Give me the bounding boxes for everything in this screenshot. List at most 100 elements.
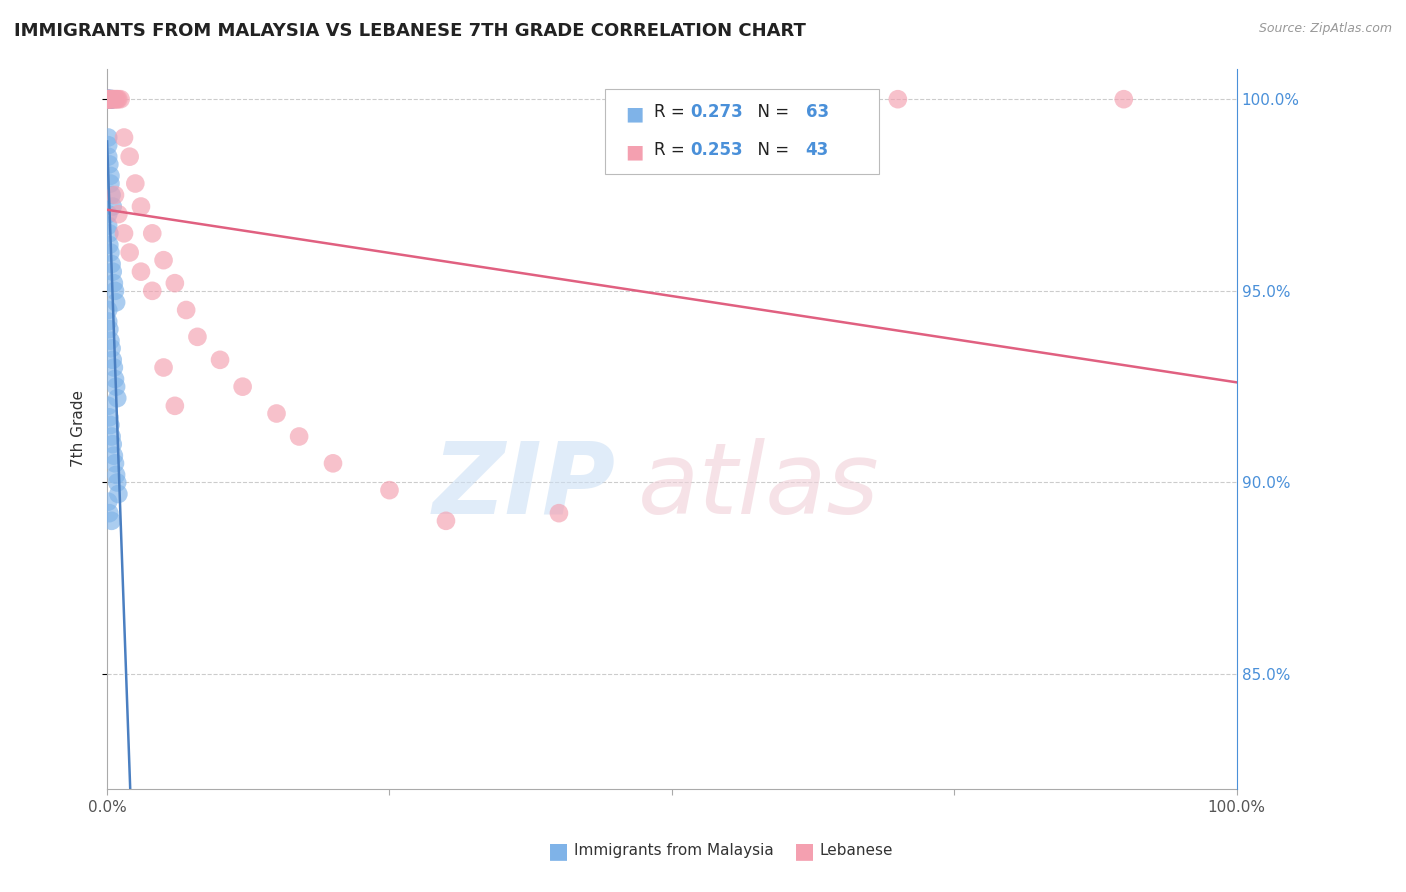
Point: [105, 92, 128, 106]
Point: [124, 177, 146, 191]
Point: [97, 138, 120, 153]
Text: N =: N =: [747, 103, 794, 120]
Point: [322, 456, 344, 470]
Point: [104, 456, 127, 470]
Point: [97, 92, 120, 106]
Text: ZIP: ZIP: [433, 438, 616, 535]
Point: [101, 92, 124, 106]
Text: 43: 43: [806, 141, 830, 159]
Point: [100, 92, 122, 106]
Point: [100, 257, 122, 271]
Point: [174, 303, 197, 318]
Text: ■: ■: [626, 143, 644, 161]
Point: [186, 330, 208, 344]
Point: [103, 449, 125, 463]
Point: [100, 92, 122, 106]
Point: [98, 410, 121, 425]
Point: [232, 379, 254, 393]
Point: [97, 92, 120, 106]
Point: [104, 284, 127, 298]
Y-axis label: 7th Grade: 7th Grade: [72, 391, 86, 467]
Point: [548, 506, 571, 520]
Text: IMMIGRANTS FROM MALAYSIA VS LEBANESE 7TH GRADE CORRELATION CHART: IMMIGRANTS FROM MALAYSIA VS LEBANESE 7TH…: [14, 22, 806, 40]
Point: [100, 92, 122, 106]
Point: [110, 92, 132, 106]
Point: [118, 245, 141, 260]
Point: [100, 334, 122, 348]
Point: [97, 399, 120, 413]
Point: [98, 92, 121, 106]
Text: 0.253: 0.253: [690, 141, 742, 159]
Point: [98, 92, 121, 106]
Point: [98, 227, 121, 241]
Text: Immigrants from Malaysia: Immigrants from Malaysia: [574, 843, 773, 858]
Point: [101, 352, 124, 367]
Point: [152, 253, 174, 268]
Point: [105, 295, 128, 310]
Point: [105, 391, 128, 405]
Point: [97, 92, 120, 106]
Point: [434, 514, 457, 528]
Point: [98, 506, 121, 520]
Point: [97, 92, 120, 106]
Point: [100, 92, 122, 106]
Point: [152, 360, 174, 375]
Point: [100, 92, 122, 106]
Point: [100, 92, 122, 106]
Point: [97, 314, 120, 328]
Point: [97, 92, 120, 106]
Point: [101, 437, 124, 451]
Point: [97, 303, 120, 318]
Point: [101, 92, 124, 106]
Point: [97, 92, 120, 106]
Point: [141, 284, 163, 298]
Point: [98, 92, 121, 106]
Text: N =: N =: [747, 141, 794, 159]
Point: [97, 207, 120, 221]
Point: [107, 92, 129, 106]
Point: [103, 276, 125, 290]
Point: [288, 429, 311, 443]
Point: [118, 150, 141, 164]
Point: [98, 237, 121, 252]
Point: [104, 372, 127, 386]
Point: [97, 219, 120, 233]
Text: ■: ■: [626, 104, 644, 123]
Point: [100, 92, 122, 106]
Point: [100, 342, 122, 356]
Point: [100, 92, 122, 106]
Point: [97, 494, 120, 508]
Point: [100, 514, 122, 528]
Point: [129, 265, 152, 279]
Point: [100, 245, 122, 260]
Point: [105, 379, 128, 393]
Point: [100, 169, 122, 183]
Point: [266, 407, 288, 421]
Text: 0.273: 0.273: [690, 103, 744, 120]
Point: [98, 92, 121, 106]
Text: 63: 63: [806, 103, 828, 120]
Point: [97, 92, 120, 106]
Point: [97, 92, 120, 106]
Point: [141, 227, 163, 241]
Text: ■: ■: [548, 841, 569, 861]
Text: ■: ■: [794, 841, 815, 861]
Point: [100, 429, 122, 443]
Point: [107, 487, 129, 501]
Point: [112, 227, 135, 241]
Point: [103, 360, 125, 375]
Point: [104, 92, 127, 106]
Point: [101, 200, 124, 214]
Point: [97, 92, 120, 106]
Point: [163, 276, 186, 290]
Point: [97, 92, 120, 106]
Point: [98, 322, 121, 336]
Text: R =: R =: [654, 141, 690, 159]
Text: atlas: atlas: [638, 438, 880, 535]
Point: [104, 188, 127, 202]
Point: [100, 92, 122, 106]
Point: [112, 130, 135, 145]
Point: [100, 188, 122, 202]
Point: [98, 92, 121, 106]
Point: [98, 92, 121, 106]
